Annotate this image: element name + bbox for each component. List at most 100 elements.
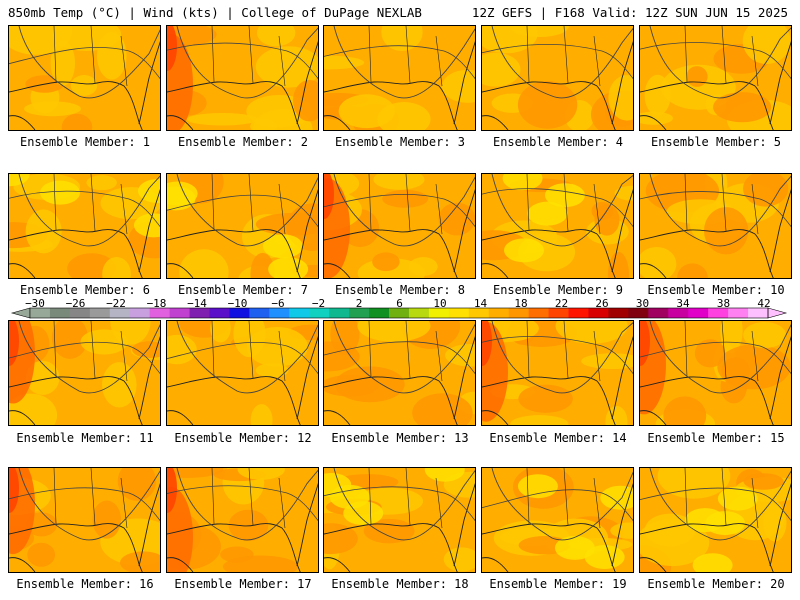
ensemble-member-label: Ensemble Member: 1 [19,135,151,149]
temperature-field [9,174,160,278]
ensemble-map-panel [166,25,319,131]
ensemble-member-label: Ensemble Member: 4 [492,135,624,149]
colorbar-swatch [149,308,171,318]
colorbar-tick-label: −10 [227,297,248,310]
temperature-field [167,321,318,425]
ensemble-map-panel [8,467,161,573]
colorbar-swatch [628,308,649,318]
ensemble-map-panel [8,25,161,131]
ensemble-member-label: Ensemble Member: 16 [16,577,154,591]
ensemble-map-panel [639,25,792,131]
colorbar-tick-label: −26 [65,297,86,310]
ensemble-map-panel [323,467,476,573]
colorbar-tick-label: 30 [635,297,650,310]
colorbar-swatch [69,308,91,318]
temperature-field [640,468,791,572]
colorbar-tick-label: 38 [716,297,731,310]
colorbar-tick-label: 14 [473,297,488,310]
colorbar-swatch [89,308,111,318]
colorbar-swatch [329,308,350,318]
colorbar-swatch [229,308,250,318]
colorbar-swatch [408,308,430,318]
colorbar-swatch [129,308,151,318]
colorbar-swatch [748,308,769,318]
ensemble-member-label: Ensemble Member: 14 [489,431,627,445]
colorbar-swatch [428,308,450,318]
ensemble-map-panel [481,173,634,279]
temperature-field [167,468,318,572]
temperature-field [9,26,160,130]
temperature-field [324,321,475,425]
colorbar-swatch [448,308,470,318]
ensemble-map-panel [639,467,792,573]
ensemble-member-label: Ensemble Member: 7 [177,283,309,297]
colorbar-swatch [548,308,569,318]
colorbar-tick-label: −30 [25,297,45,310]
ensemble-map-panel [481,25,634,131]
colorbar-swatch [468,308,490,318]
colorbar-swatch [528,308,549,318]
colorbar-swatch [349,308,370,318]
ensemble-map-panel [166,320,319,426]
colorbar-swatch [668,308,689,318]
ensemble-map-panel [166,467,319,573]
ensemble-member-label: Ensemble Member: 17 [174,577,312,591]
colorbar-swatch [389,308,410,318]
ensemble-member-label: Ensemble Member: 10 [647,283,785,297]
ensemble-map-panel [8,173,161,279]
colorbar-swatch [309,308,330,318]
temperature-field [482,468,633,572]
temperature-field [167,174,318,278]
temperature-field [482,321,633,425]
colorbar-tick-label: −14 [187,297,207,310]
ensemble-map-panel [8,320,161,426]
temperature-field [9,468,160,572]
colorbar-swatch [169,308,190,318]
colorbar-tick-label: −2 [311,297,326,310]
colorbar-tick-label: 42 [757,297,771,310]
colorbar-swatch [488,308,510,318]
ensemble-member-label: Ensemble Member: 19 [489,577,627,591]
ensemble-member-label: Ensemble Member: 2 [177,135,309,149]
colorbar-swatch [289,308,310,318]
colorbar-swatch [568,308,589,318]
temperature-field [9,321,160,425]
colorbar-tick-label: 22 [554,297,569,310]
ensemble-map-panel [639,173,792,279]
colorbar-swatch [728,308,749,318]
colorbar-swatch [588,308,609,318]
colorbar-swatch [608,308,629,318]
ensemble-member-label: Ensemble Member: 20 [647,577,785,591]
temperature-field [640,321,791,425]
temperature-colorbar [10,307,788,319]
colorbar-swatch [708,308,729,318]
colorbar-swatch [648,308,669,318]
ensemble-map-panel [481,320,634,426]
temperature-field [324,174,475,278]
temperature-field [482,26,633,130]
ensemble-member-label: Ensemble Member: 18 [331,577,469,591]
ensemble-member-label: Ensemble Member: 13 [331,431,469,445]
ensemble-member-label: Ensemble Member: 6 [19,283,151,297]
temperature-field [167,26,318,130]
colorbar-tick-label: 18 [514,297,528,310]
colorbar-swatch [189,308,210,318]
ensemble-member-label: Ensemble Member: 5 [650,135,782,149]
ensemble-map-panel [323,25,476,131]
colorbar-tick-label: −6 [271,297,285,310]
colorbar-swatch [209,308,230,318]
colorbar-swatch [109,308,131,318]
ensemble-map-panel [481,467,634,573]
colorbar-swatch [49,308,71,318]
ensemble-member-label: Ensemble Member: 9 [492,283,624,297]
ensemble-map-panel [323,320,476,426]
colorbar-tick-label: 34 [676,297,690,310]
ensemble-member-label: Ensemble Member: 3 [334,135,466,149]
colorbar-swatch [249,308,270,318]
colorbar-tick-label: −22 [106,297,126,310]
ensemble-member-label: Ensemble Member: 11 [16,431,154,445]
colorbar-swatch [369,308,390,318]
colorbar-swatch [508,308,530,318]
temperature-field [482,174,633,278]
colorbar-swatch [30,308,51,318]
